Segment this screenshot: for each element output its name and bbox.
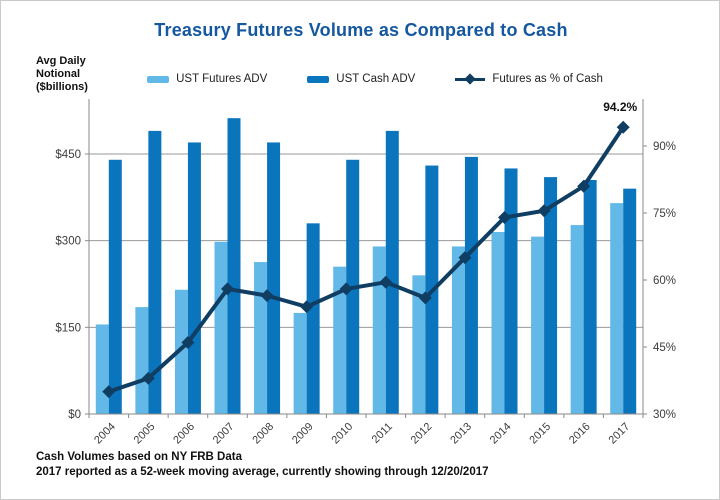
pct-diamond-2017 [616, 120, 630, 134]
futures-swatch-icon [147, 75, 170, 83]
year-label: 2017 [607, 421, 633, 447]
year-label: 2005 [132, 421, 158, 447]
futures-bar-2015 [531, 236, 545, 414]
futures-bar-2006 [174, 289, 188, 414]
cash-bar-2009 [306, 223, 320, 414]
line-diamond-swatch-icon [455, 73, 486, 85]
pct-diamond-2009 [300, 300, 314, 314]
pct-annotation: 94.2% [603, 100, 637, 114]
legend: UST Futures ADV UST Cash ADV Futures as … [101, 71, 649, 87]
year-label: 2010 [330, 421, 356, 447]
right-tick-label: 90% [653, 141, 676, 153]
pct-diamond-2005 [141, 371, 155, 385]
cash-bar-2006 [187, 142, 201, 414]
futures-bar-2017 [610, 203, 624, 414]
futures-bar-2012 [412, 275, 426, 414]
cash-bar-2016 [583, 180, 597, 414]
cash-bar-2013 [464, 156, 478, 414]
cash-bar-2008 [267, 142, 281, 414]
futures-bar-2010 [333, 266, 347, 414]
legend-label-futures: UST Futures ADV [176, 73, 268, 85]
year-label: 2011 [370, 421, 395, 446]
legend-item-futures: UST Futures ADV [147, 73, 267, 85]
right-tick-label: 45% [653, 342, 676, 354]
futures-bar-2016 [570, 225, 584, 414]
pct-diamond-2007 [221, 282, 234, 296]
cash-bar-2011 [385, 130, 399, 414]
futures-bar-2004 [95, 324, 109, 414]
legend-label-cash: UST Cash ADV [336, 73, 416, 85]
pct-diamond-2012 [418, 291, 432, 305]
left-axis-unit-label: Avg Daily Notional ($billions) [36, 55, 88, 93]
pct-diamond-2004 [102, 385, 116, 399]
year-label: 2008 [250, 421, 276, 447]
pct-diamond-2014 [498, 210, 511, 224]
legend-label-pct: Futures as % of Cash [492, 73, 603, 85]
year-label: 2009 [290, 421, 316, 447]
legend-item-cash: UST Cash ADV [307, 73, 415, 85]
year-label: 2016 [567, 421, 593, 447]
pct-diamond-2010 [339, 282, 353, 296]
footnote-method: 2017 reported as a 52-week moving averag… [36, 466, 489, 478]
left-tick-label: $450 [55, 149, 81, 161]
year-label: 2006 [171, 421, 197, 447]
year-label: 2013 [448, 421, 474, 447]
left-tick-label: $300 [55, 236, 81, 248]
cash-swatch-icon [307, 75, 330, 83]
futures-bar-2014 [491, 232, 505, 414]
pct-diamond-2006 [181, 336, 195, 350]
futures-bar-2013 [451, 246, 465, 414]
left-tick-label: $0 [68, 409, 81, 421]
cash-bar-2007 [227, 118, 241, 414]
futures-bar-2009 [293, 312, 307, 414]
chart-title: Treasury Futures Volume as Compared to C… [154, 20, 568, 40]
right-tick-label: 30% [653, 409, 676, 421]
pct-diamond-2016 [577, 179, 591, 193]
futures-bar-2007 [214, 241, 228, 414]
right-tick-label: 75% [653, 208, 676, 220]
year-label: 2007 [211, 421, 237, 447]
year-label: 2004 [92, 421, 118, 447]
footnotes: Cash Volumes based on NY FRB Data 2017 r… [36, 450, 489, 480]
pct-diamond-2015 [537, 204, 551, 218]
pct-diamond-2013 [458, 251, 472, 265]
cash-bar-2004 [108, 159, 122, 414]
cash-bar-2005 [148, 130, 162, 414]
pct-diamond-2008 [260, 289, 274, 303]
year-label: 2015 [527, 421, 553, 447]
cash-bar-2014 [504, 168, 518, 414]
pct-line [108, 126, 625, 394]
year-label: 2014 [488, 421, 514, 447]
futures-bar-2008 [254, 262, 268, 414]
legend-item-pct: Futures as % of Cash [455, 73, 603, 85]
pct-diamond-2011 [379, 275, 393, 289]
futures-bar-2005 [135, 307, 149, 414]
right-tick-label: 60% [653, 275, 676, 287]
year-label: 2012 [409, 421, 435, 447]
futures-bar-2011 [372, 246, 386, 414]
cash-bar-2017 [623, 188, 637, 414]
left-tick-label: $150 [55, 322, 81, 334]
cash-bar-2015 [544, 177, 558, 414]
footnote-source: Cash Volumes based on NY FRB Data [36, 451, 242, 463]
